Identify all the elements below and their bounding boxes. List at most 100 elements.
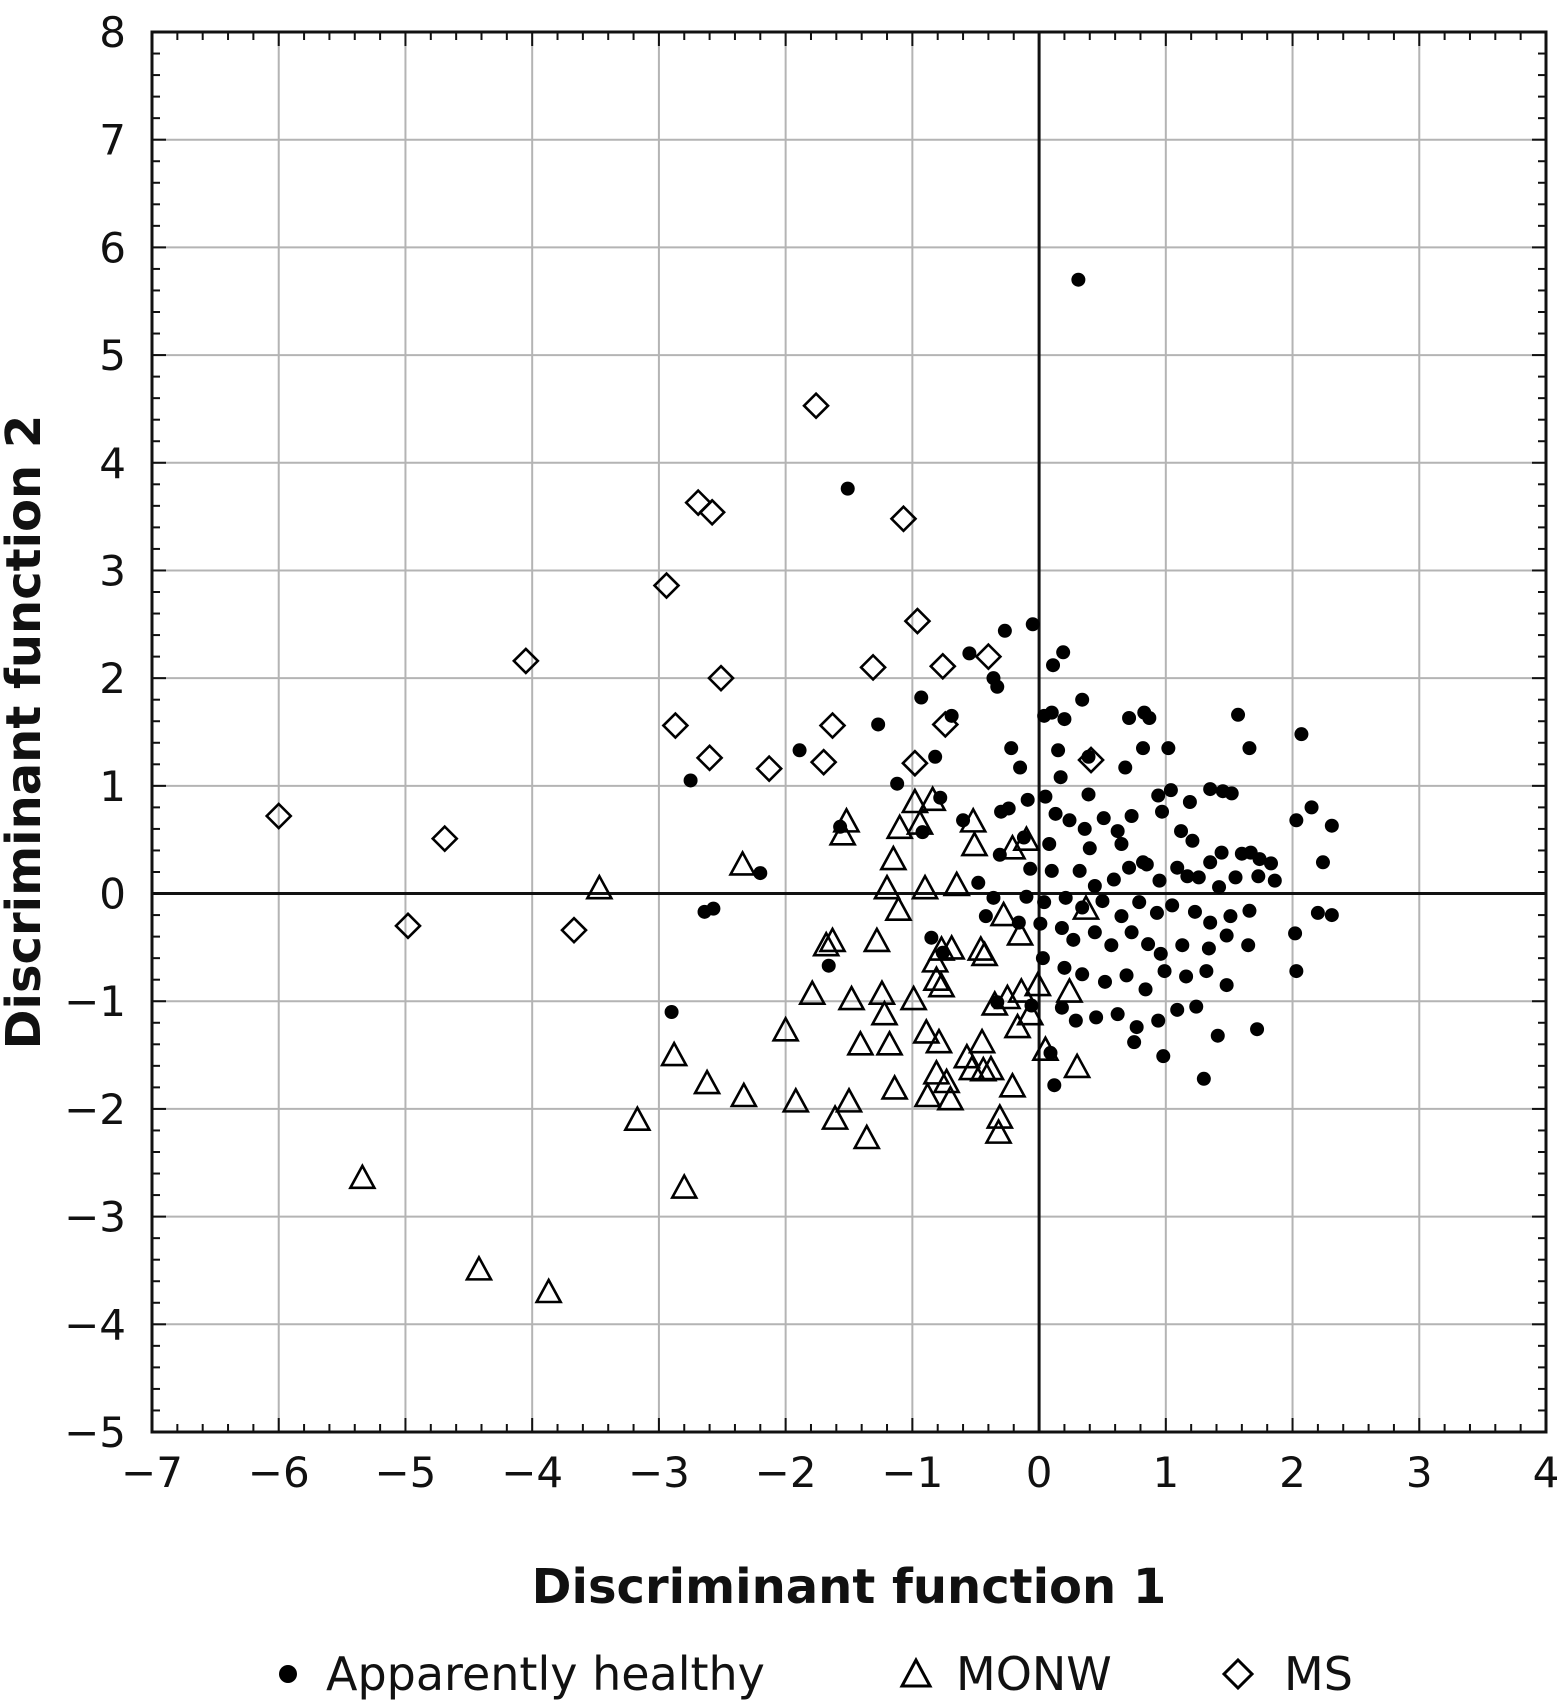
data-point-monw (1071, 893, 1101, 920)
data-point-apparently-healthy (1051, 743, 1066, 758)
data-point-apparently-healthy (1141, 937, 1156, 952)
legend-label-apparently-healthy: Apparently healthy (326, 1647, 765, 1701)
data-point-apparently-healthy (1054, 1000, 1069, 1015)
data-point-apparently-healthy (871, 717, 886, 732)
tick-marks (151, 31, 1547, 1433)
x-tick-label: 2 (1279, 1448, 1306, 1497)
data-point-apparently-healthy (990, 679, 1005, 694)
data-point-apparently-healthy (915, 825, 930, 840)
data-point-monw (900, 787, 930, 814)
data-point-apparently-healthy (1156, 1049, 1171, 1064)
data-point-monw (985, 1102, 1014, 1129)
y-tick-label: 5 (99, 331, 126, 380)
data-point-apparently-healthy (1042, 837, 1057, 851)
legend-item-monw: MONW (899, 1647, 1112, 1701)
data-point-apparently-healthy (1072, 863, 1087, 878)
data-point-monw (1016, 999, 1045, 1026)
data-point-monw (885, 813, 914, 840)
data-point-apparently-healthy (1057, 712, 1072, 727)
data-point-monw (984, 1117, 1013, 1144)
data-point-apparently-healthy (1054, 921, 1069, 935)
data-point-ms (1077, 746, 1105, 774)
data-point-apparently-healthy (1114, 909, 1129, 924)
data-point-apparently-healthy (1048, 806, 1063, 821)
data-point-ms (889, 504, 918, 533)
data-point-apparently-healthy (1138, 982, 1153, 997)
x-tick-label: −5 (374, 1448, 436, 1497)
data-point-apparently-healthy (997, 623, 1012, 638)
data-point-apparently-healthy (1155, 804, 1170, 819)
data-point-monw (970, 940, 999, 967)
data-point-monw (659, 1040, 689, 1067)
data-point-monw (960, 830, 989, 857)
data-point-monw (1005, 919, 1035, 946)
data-point-apparently-healthy (1132, 895, 1147, 910)
data-point-monw (348, 1163, 377, 1190)
data-point-monw (534, 1277, 563, 1304)
data-point-ms (661, 711, 690, 740)
data-point-apparently-healthy (1124, 809, 1139, 823)
data-point-apparently-healthy (1170, 1002, 1185, 1017)
y-axis-title: Discriminant function 2 (0, 415, 52, 1050)
data-point-apparently-healthy (1082, 841, 1097, 856)
y-tick-label: 7 (99, 116, 126, 165)
data-point-apparently-healthy (1075, 692, 1090, 707)
data-point-monw (834, 1086, 864, 1113)
data-point-monw (980, 989, 1009, 1016)
data-point-apparently-healthy (1025, 617, 1040, 632)
data-point-monw (922, 1058, 951, 1085)
data-point-monw (967, 1027, 997, 1054)
y-tick-label: −5 (64, 1408, 126, 1457)
data-point-apparently-healthy (1110, 824, 1125, 839)
data-point-apparently-healthy (1199, 964, 1214, 979)
data-point-monw (872, 873, 902, 900)
data-point-monw (811, 930, 841, 957)
plot-frame (150, 30, 1548, 1434)
data-point-monw (852, 1123, 881, 1150)
data-point-apparently-healthy (1310, 905, 1325, 920)
data-point-ms (698, 498, 726, 527)
data-point-apparently-healthy (1114, 837, 1129, 851)
data-point-apparently-healthy (1075, 967, 1090, 982)
data-point-monw (875, 1029, 904, 1056)
data-point-apparently-healthy (1004, 741, 1019, 756)
data-point-apparently-healthy (1106, 872, 1121, 887)
data-point-apparently-healthy (1174, 824, 1189, 839)
data-point-apparently-healthy (1056, 645, 1071, 660)
data-point-apparently-healthy (1223, 909, 1238, 924)
data-point-ms (818, 711, 847, 740)
data-point-apparently-healthy (1252, 852, 1267, 867)
data-point-ms (560, 916, 588, 944)
data-point-apparently-healthy (1294, 727, 1309, 742)
data-point-ms (394, 912, 422, 940)
data-point-monw (464, 1254, 494, 1281)
data-point-apparently-healthy (1110, 1007, 1125, 1022)
data-point-monw (692, 1068, 722, 1095)
tick-labels: −7 −6 −5 −4 −3 −2 −1 0 1 2 3 4 −5 −4 −3 −2 −1 0 1 2 3 4 5 6 7 8 (64, 8, 1559, 1497)
data-point-monw (1003, 1012, 1032, 1039)
data-point-apparently-healthy (1224, 786, 1239, 801)
data-point-apparently-healthy (821, 958, 836, 973)
x-axis-title: Discriminant function 1 (532, 1559, 1167, 1615)
data-point-apparently-healthy (1264, 856, 1279, 871)
y-tick-label: −3 (64, 1193, 126, 1242)
data-point-ms (931, 710, 960, 739)
data-point-monw (1023, 970, 1053, 997)
data-point-apparently-healthy (1044, 863, 1059, 878)
data-point-apparently-healthy (986, 890, 1001, 905)
data-point-apparently-healthy (1037, 895, 1052, 910)
x-tick-label: −1 (881, 1448, 943, 1497)
data-point-apparently-healthy (1062, 813, 1077, 828)
data-point-apparently-healthy (1251, 869, 1266, 884)
data-point-apparently-healthy (971, 875, 986, 890)
data-point-apparently-healthy (1163, 783, 1178, 798)
data-point-apparently-healthy (1219, 928, 1234, 943)
data-point-apparently-healthy (1119, 968, 1134, 983)
data-point-apparently-healthy (1068, 1013, 1083, 1028)
data-point-ms (684, 488, 713, 517)
data-point-ms (512, 647, 540, 675)
data-point-apparently-healthy (1127, 1035, 1142, 1050)
data-point-apparently-healthy (1219, 978, 1234, 993)
data-point-apparently-healthy (1136, 741, 1151, 756)
data-point-monw (989, 900, 1018, 927)
